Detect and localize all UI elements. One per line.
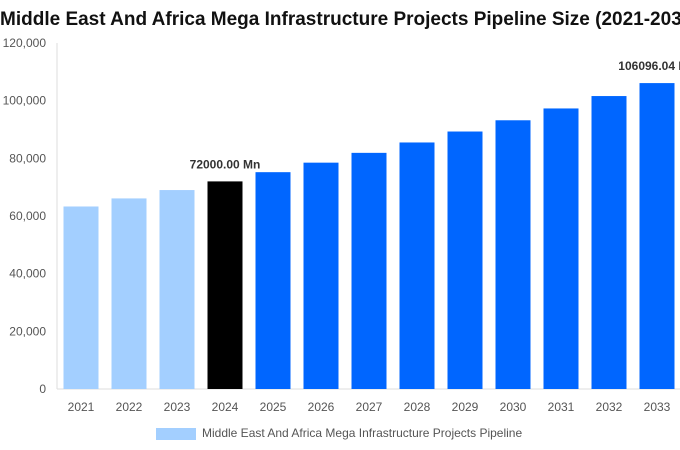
bar-2032 — [591, 96, 627, 389]
x-tick-label: 2029 — [452, 400, 479, 414]
bar-2030 — [495, 120, 531, 390]
y-tick-label: 120,000 — [3, 36, 47, 50]
data-label: 72000.00 Mn — [190, 157, 261, 171]
y-tick-label: 20,000 — [9, 324, 46, 338]
legend-label: Middle East And Africa Mega Infrastructu… — [202, 426, 522, 440]
y-tick-label: 0 — [39, 382, 46, 396]
x-tick-label: 2031 — [548, 400, 575, 414]
data-label: 106096.04 Mn — [618, 59, 680, 73]
x-tick-label: 2022 — [116, 400, 143, 414]
bar-2021 — [63, 206, 99, 389]
bar-2031 — [543, 108, 579, 390]
bar-2025 — [255, 172, 291, 389]
x-tick-label: 2021 — [68, 400, 95, 414]
y-tick-label: 100,000 — [3, 94, 47, 108]
x-tick-label: 2025 — [260, 400, 287, 414]
x-tick-label: 2033 — [644, 400, 671, 414]
bar-2026 — [303, 162, 339, 389]
bar-2029 — [447, 131, 483, 390]
x-tick-label: 2030 — [500, 400, 527, 414]
y-tick-label: 60,000 — [9, 209, 46, 223]
x-tick-label: 2028 — [404, 400, 431, 414]
bar-2033 — [639, 83, 675, 389]
bar-2023 — [159, 190, 195, 389]
x-tick-label: 2026 — [308, 400, 335, 414]
y-tick-label: 40,000 — [9, 267, 46, 281]
x-tick-label: 2027 — [356, 400, 383, 414]
x-tick-label: 2023 — [164, 400, 191, 414]
y-tick-label: 80,000 — [9, 151, 46, 165]
bar-2027 — [351, 152, 387, 389]
bar-2028 — [399, 142, 435, 389]
bar-2022 — [111, 198, 147, 389]
bar-2024 — [207, 181, 243, 389]
chart-title: Middle East And Africa Mega Infrastructu… — [0, 9, 680, 30]
x-tick-label: 2032 — [596, 400, 623, 414]
legend-swatch — [156, 428, 196, 440]
x-tick-label: 2024 — [212, 400, 239, 414]
